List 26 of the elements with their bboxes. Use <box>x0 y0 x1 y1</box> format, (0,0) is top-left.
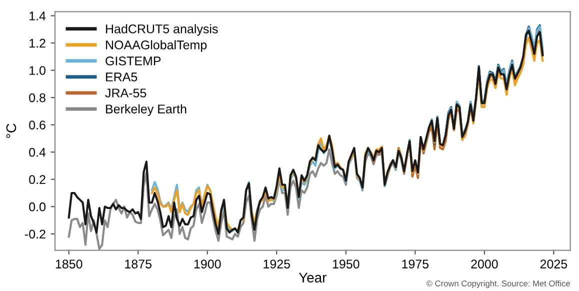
x-tick-label: 1975 <box>402 260 429 268</box>
y-tick-label: 1.0 <box>30 66 46 75</box>
x-tick-label: 2000 <box>471 260 498 268</box>
x-tick-label: 1900 <box>194 260 221 268</box>
x-tick-label: 1850 <box>56 260 82 268</box>
legend-label: GISTEMP <box>106 56 161 66</box>
x-tick-label: 1950 <box>332 260 360 268</box>
x-tick-label: 1925 <box>264 260 290 268</box>
legend-label: HadCRUT5 analysis <box>106 24 218 36</box>
y-tick-label: 0.6 <box>29 120 46 130</box>
y-tick-label: 0.8 <box>29 93 46 102</box>
y-tick-label: 1.4 <box>30 12 46 20</box>
legend-label: JRA-55 <box>105 88 146 98</box>
y-tick-label: 0.2 <box>29 175 46 184</box>
y-tick-label: 1.2 <box>30 38 46 48</box>
x-axis-title: Year <box>298 272 326 283</box>
y-tick-label: 0.4 <box>29 148 46 157</box>
legend-label: Berkeley Earth <box>106 104 186 116</box>
x-tick-label: 1875 <box>125 260 152 268</box>
y-axis-title: °C <box>6 124 16 138</box>
text: © Crown Copyright. Source: Met Office <box>426 280 570 288</box>
y-tick-label: -0.2 <box>24 230 46 239</box>
y-tick-label: 0.0 <box>29 202 46 212</box>
legend-label: ERA5 <box>106 72 138 82</box>
legend-label: NOAAGlobalTemp <box>106 40 207 52</box>
x-tick-label: 2025 <box>540 260 568 268</box>
